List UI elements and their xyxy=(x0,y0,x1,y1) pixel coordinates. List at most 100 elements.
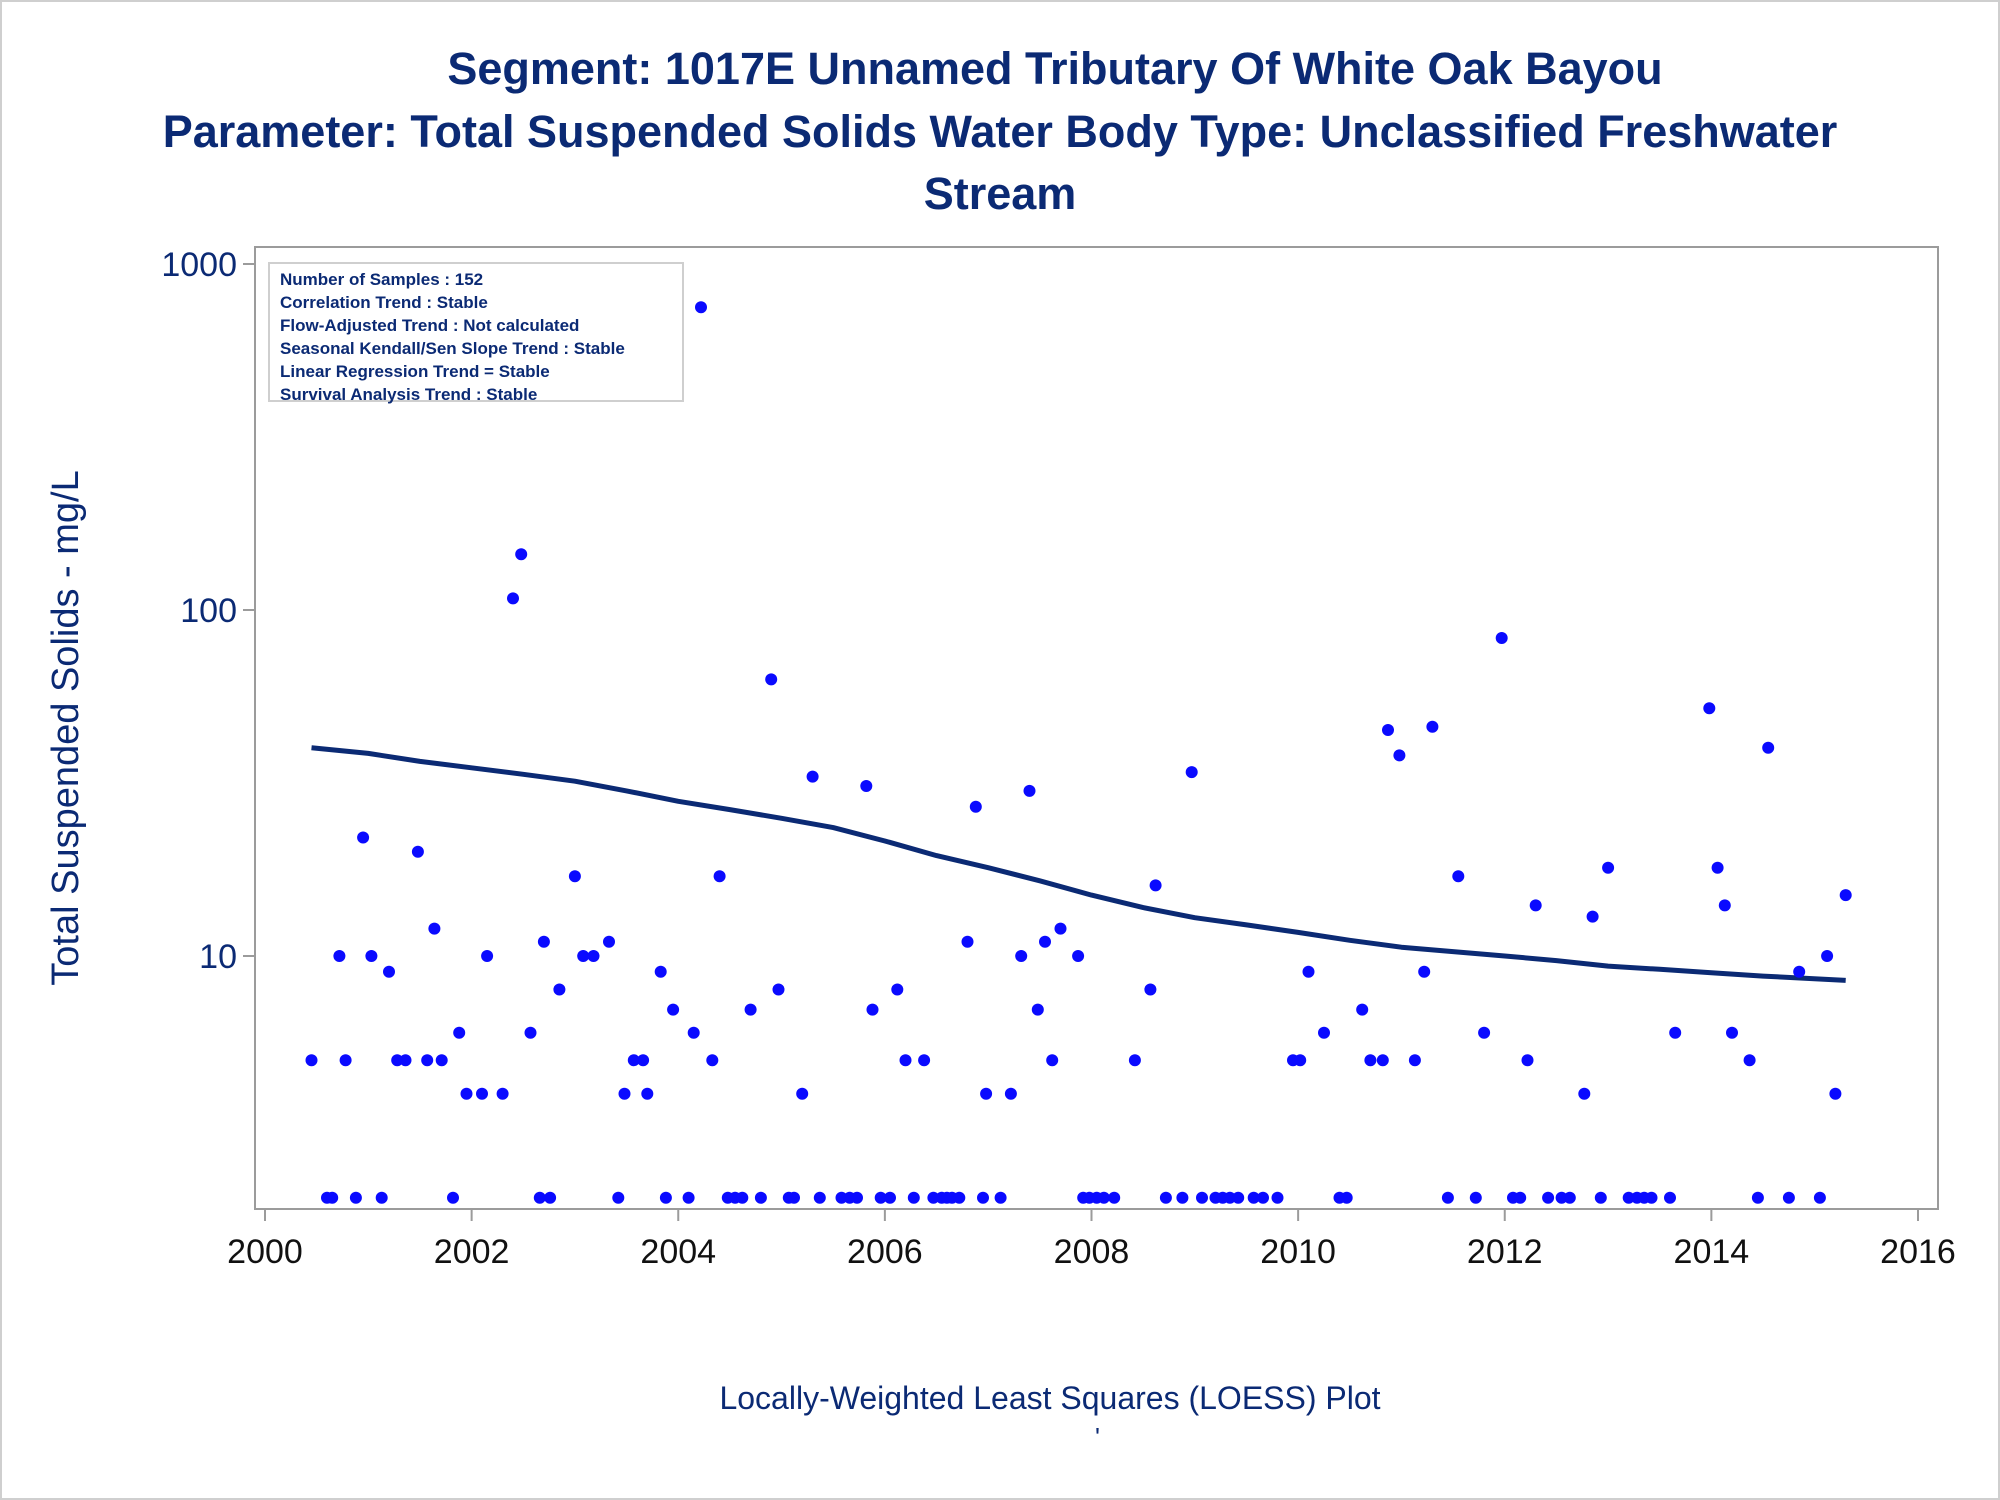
data-point xyxy=(706,1054,719,1067)
chart-title-parameter: Parameter: Total Suspended Solids Water … xyxy=(162,106,1838,157)
data-point xyxy=(1711,861,1724,874)
data-point xyxy=(1602,861,1615,874)
data-point xyxy=(1542,1191,1555,1204)
y-tick-label: 1000 xyxy=(161,246,237,284)
x-tick-label: 2000 xyxy=(227,1233,303,1271)
data-point xyxy=(1054,922,1067,935)
data-point xyxy=(1108,1191,1121,1204)
chart-title-segment: Segment: 1017E Unnamed Tributary Of Whit… xyxy=(447,43,1663,94)
stats-flow-adjusted-trend: Flow-Adjusted Trend : Not calculated xyxy=(280,316,580,335)
data-point xyxy=(568,870,581,883)
data-point xyxy=(1408,1054,1421,1067)
data-point xyxy=(637,1054,650,1067)
data-point xyxy=(1149,879,1162,892)
data-point xyxy=(577,950,590,962)
data-point xyxy=(654,965,667,978)
data-point xyxy=(1340,1191,1353,1204)
data-point xyxy=(1196,1191,1208,1204)
data-point xyxy=(835,1191,848,1204)
data-point xyxy=(537,935,550,948)
data-point xyxy=(1393,749,1406,762)
x-tick-label: 2008 xyxy=(1054,1233,1130,1271)
data-point xyxy=(907,1191,920,1204)
data-point xyxy=(1839,889,1852,902)
data-point xyxy=(806,770,819,783)
data-point xyxy=(1039,935,1051,948)
data-point xyxy=(1247,1191,1260,1204)
data-point xyxy=(1072,950,1085,962)
x-tick-label: 2010 xyxy=(1260,1233,1336,1271)
data-point xyxy=(339,1054,352,1067)
data-point xyxy=(994,1191,1007,1204)
data-point xyxy=(1418,965,1431,978)
data-point xyxy=(736,1191,749,1204)
data-point xyxy=(305,1054,318,1067)
plot-method-footnote: Locally-Weighted Least Squares (LOESS) P… xyxy=(719,1380,1381,1416)
data-point xyxy=(421,1054,434,1067)
data-point xyxy=(524,1026,537,1039)
data-point xyxy=(1364,1054,1377,1067)
data-point xyxy=(1821,950,1834,962)
data-point xyxy=(1318,1026,1330,1039)
data-point xyxy=(399,1054,412,1067)
data-point xyxy=(1762,741,1775,754)
data-point xyxy=(899,1054,912,1067)
data-point xyxy=(515,548,528,561)
data-point xyxy=(1718,899,1731,912)
data-point xyxy=(1529,899,1542,912)
data-point xyxy=(1829,1087,1842,1100)
data-point xyxy=(507,592,519,605)
x-tick-label: 2002 xyxy=(434,1233,510,1271)
data-point xyxy=(1223,1191,1236,1204)
data-point xyxy=(428,922,441,935)
data-point xyxy=(618,1087,631,1100)
data-point xyxy=(1594,1191,1607,1204)
data-point xyxy=(1023,784,1036,797)
data-point xyxy=(1813,1191,1826,1204)
data-point xyxy=(391,1054,404,1067)
data-point xyxy=(1128,1054,1141,1067)
stats-correlation-trend: Correlation Trend : Stable xyxy=(280,293,488,312)
data-point xyxy=(927,1191,940,1204)
data-point xyxy=(1578,1087,1591,1100)
x-tick-label: 2006 xyxy=(847,1233,923,1271)
data-point xyxy=(447,1191,459,1204)
data-point xyxy=(1271,1191,1284,1204)
data-point xyxy=(713,870,726,883)
data-point xyxy=(453,1026,466,1039)
data-point xyxy=(860,780,873,792)
data-point xyxy=(476,1087,488,1100)
plot-area xyxy=(254,246,1939,1210)
data-point xyxy=(687,1026,700,1039)
y-tick-label: 100 xyxy=(180,592,237,630)
x-axis: 2000 2002 2004 2006 2008 2010 2012 2014 2016 xyxy=(227,1209,1956,1271)
data-point xyxy=(1555,1191,1568,1204)
data-point xyxy=(1521,1054,1534,1067)
data-point xyxy=(496,1087,509,1100)
data-point xyxy=(1514,1191,1527,1204)
data-point xyxy=(695,301,707,314)
data-point xyxy=(788,1191,800,1204)
data-point xyxy=(1015,950,1028,962)
data-point xyxy=(1257,1191,1269,1204)
data-point xyxy=(553,983,566,996)
data-point xyxy=(1046,1054,1059,1067)
data-point xyxy=(918,1054,931,1067)
data-point xyxy=(1426,720,1439,733)
x-tick-label: 2014 xyxy=(1674,1233,1750,1271)
x-tick-label: 2004 xyxy=(640,1233,716,1271)
loess-line-layer xyxy=(311,745,1846,983)
data-point xyxy=(1622,1191,1635,1204)
data-point xyxy=(349,1191,362,1204)
data-point xyxy=(977,1191,989,1204)
data-point xyxy=(1452,870,1465,883)
stats-linear-regression-trend: Linear Regression Trend = Stable xyxy=(280,362,550,381)
data-point xyxy=(682,1191,695,1204)
data-point xyxy=(961,935,974,948)
stats-number-of-samples: Number of Samples : 152 xyxy=(280,270,484,289)
data-point xyxy=(1294,1054,1307,1067)
chart-title-stream: Stream xyxy=(923,168,1077,219)
y-axis: 10 100 1000 xyxy=(161,246,255,976)
data-point xyxy=(813,1191,826,1204)
